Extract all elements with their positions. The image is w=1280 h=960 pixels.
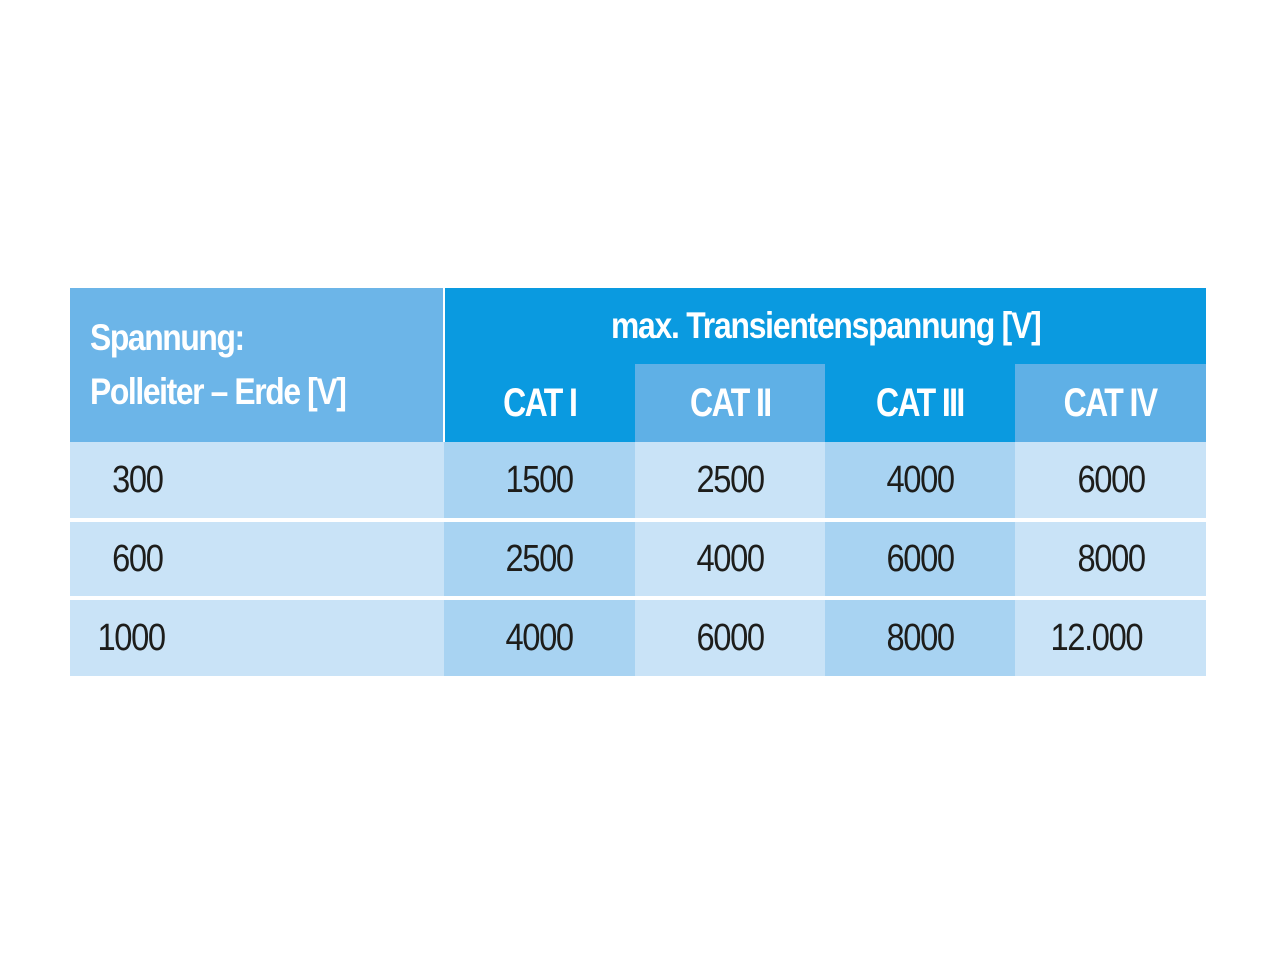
table-row: 600 2500 4000 6000 8000: [70, 518, 1207, 598]
row-voltage: 1000: [97, 616, 166, 659]
table-row: 300 1500 2500 4000 6000: [70, 442, 1207, 520]
header-voltage-line2: Polleiter – Erde [V]: [90, 371, 347, 412]
header-max-transient: max. Transientenspannung [V]: [444, 288, 1207, 364]
header-cat-2-label: CAT II: [689, 380, 772, 425]
header-voltage-line1: Spannung:: [90, 317, 245, 358]
table-cell: 2500: [444, 518, 635, 598]
cell-value: 8000: [886, 616, 955, 659]
header-cat-4: CAT IV: [1015, 364, 1207, 442]
header-cat-1: CAT I: [444, 364, 635, 442]
transient-voltage-table: Spannung: Polleiter – Erde [V] max. Tran…: [70, 288, 1207, 676]
row-voltage-cell: 300: [70, 442, 444, 520]
table-row: 1000 4000 6000 8000 12.000: [70, 596, 1207, 676]
cell-value: 4000: [886, 458, 955, 501]
header-cat-4-label: CAT IV: [1064, 380, 1159, 425]
cell-value: 6000: [886, 537, 955, 580]
header-voltage: Spannung: Polleiter – Erde [V]: [70, 288, 445, 442]
table-cell: 8000: [825, 596, 1015, 676]
table-cell: 4000: [444, 596, 635, 676]
header-max-transient-label: max. Transientenspannung [V]: [610, 305, 1042, 346]
cell-value: 4000: [505, 616, 575, 659]
transient-voltage-table-container: Spannung: Polleiter – Erde [V] max. Tran…: [70, 288, 1207, 680]
table-cell: 2500: [635, 442, 825, 520]
header-row-top: Spannung: Polleiter – Erde [V] max. Tran…: [70, 288, 1207, 442]
table-cell: 1500: [444, 442, 635, 520]
table-cell: 8000: [1015, 518, 1207, 598]
table-cell: 12.000: [1015, 596, 1207, 676]
header-cat-3-label: CAT III: [876, 380, 965, 425]
cell-value: 4000: [696, 537, 765, 580]
table-cell: 6000: [635, 596, 825, 676]
table-cell: 4000: [635, 518, 825, 598]
row-voltage: 600: [112, 537, 164, 580]
cell-value: 12.000: [1050, 616, 1144, 659]
cell-value: 8000: [1077, 537, 1146, 580]
row-voltage-cell: 600: [70, 518, 444, 598]
row-voltage: 300: [112, 458, 164, 501]
table-cell: 4000: [825, 442, 1015, 520]
table-cell: 6000: [825, 518, 1015, 598]
cell-value: 6000: [1077, 458, 1146, 501]
cell-value: 1500: [505, 458, 575, 501]
table-cell: 6000: [1015, 442, 1207, 520]
header-row-categories: CAT I CAT II CAT III CAT IV: [70, 364, 1207, 442]
cell-value: 2500: [505, 537, 575, 580]
header-cat-1-label: CAT I: [503, 380, 578, 425]
row-voltage-cell: 1000: [70, 596, 444, 676]
header-cat-3: CAT III: [825, 364, 1015, 442]
cell-value: 2500: [696, 458, 765, 501]
header-cat-2: CAT II: [635, 364, 825, 442]
cell-value: 6000: [696, 616, 765, 659]
